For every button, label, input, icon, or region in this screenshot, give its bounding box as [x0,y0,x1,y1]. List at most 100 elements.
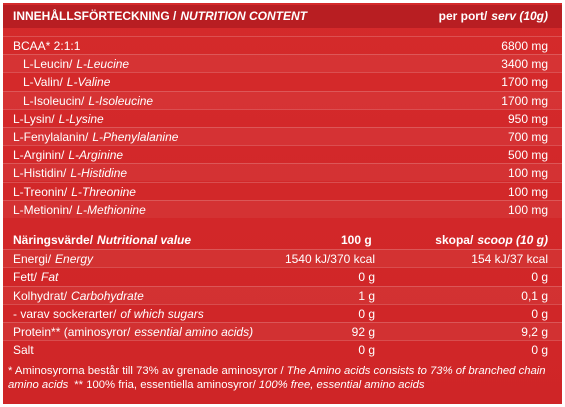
amino-row: L-Histidin/L-Histidine 100 mg [3,163,562,182]
row-label: Kolhydrat/Carbohydrate [13,287,144,305]
label-sv: - varav sockerarter/ [13,306,117,321]
label-sv: L-Isoleucin/ [23,93,85,108]
row-label: INNEHÅLLSFÖRTECKNING / NUTRITION CONTENT [13,5,307,28]
row-label: Fett/Fat [13,268,58,286]
row-label: L-Treonin/L-Threonine [13,183,136,201]
value-cell: 0 g [358,343,375,358]
value-cell: 500 mg [507,148,548,163]
label-sv: INNEHÅLLSFÖRTECKNING / [13,9,177,23]
amino-row: L-Valin/L-Valine 1700 mg [3,72,562,90]
row-label: Näringsvärde/Nutritional value [13,231,191,249]
label-sv: Protein** (aminosyror/ [13,325,131,339]
value-cell: 0 g [358,306,375,321]
row-label: Salt [13,341,34,359]
value-cell: 0 g [358,270,375,285]
row-label: - varav sockerarter/of which sugars [13,305,204,323]
footnote-text-en: The Amino acids consists to 73% of branc… [8,365,546,391]
label-en: L-Lysine [58,111,104,126]
row-label: L-Valin/L-Valine [23,73,110,91]
nutrition-row: Protein** (aminosyror/essential amino ac… [3,322,562,340]
serving-en: serv (10g) [491,9,548,23]
label-en: Carbohydrate [71,288,144,303]
label-en: L-Leucine [76,57,130,72]
nutrition-row: Energi/Energy 1540 kJ/370 kcal 154 kJ/37 k… [3,249,562,268]
label-en: essential amino acids) [134,325,254,339]
label-en: L-Methionine [76,202,146,217]
label-sv: L-Metionin/ [13,202,73,217]
row-label: BCAA* 2:1:1 [13,37,80,55]
value-cell: 0,1 g [521,288,548,303]
label-en: L-Histidine [70,166,128,181]
label-sv: L-Lysin/ [13,111,55,126]
row-label: L-Metionin/L-Methionine [13,201,146,219]
row-label: L-Fenylalanin/L-Phenylalanine [13,128,178,146]
value-cell: 92 g [351,325,375,339]
label-sv: Salt [13,343,34,358]
amino-row: L-Lysin/L-Lysine 950 mg [3,108,562,128]
value-cell: 700 mg [507,130,548,144]
value-cell: 0 g [531,343,548,358]
value-cell: 1540 kJ/370 kcal [284,252,375,267]
amino-row: L-Treonin/L-Threonine 100 mg [3,181,562,201]
serving-sv: per port/ [438,9,488,23]
nutrition-row: Kolhydrat/Carbohydrate 1 g 0,1 g [3,285,562,305]
nutrition-panel: INNEHÅLLSFÖRTECKNING / NUTRITION CONTENT p… [3,3,562,404]
label-en: L-Threonine [71,184,136,199]
footnote-text: * Aminosyrorna består till 73% av grenad… [8,365,284,377]
row-label: L-Histidin/L-Histidine [13,164,127,182]
amino-row: L-Arginin/L-Arginine 500 mg [3,145,562,163]
label-sv: BCAA* 2:1:1 [13,39,81,53]
serving-sv: skopa/ [435,233,474,247]
serving-header: skopa/scoop (10 g) [435,231,548,249]
value-cell: 100 mg [507,202,548,217]
label-sv: L-Treonin/ [13,184,68,199]
row-label: L-Lysin/L-Lysine [13,110,104,128]
label-en: L-Valine [66,75,111,90]
value-cell: 6800 mg [501,39,548,53]
amino-row: L-Fenylalanin/L-Phenylalanine 700 mg [3,127,562,145]
footnote: * Aminosyrorna består till 73% av grenad… [8,364,558,392]
amino-row: L-Isoleucin/L-Isoleucine 1700 mg [3,90,562,110]
footnote-text-en: 100% free, essential amino acids [258,379,425,391]
label-en: Energy [55,252,94,267]
label-en: L-Phenylalanine [92,130,179,144]
value-cell: 0 g [531,306,548,321]
label-sv: Näringsvärde/ [13,233,94,247]
footnote-text: ** 100% fria, essentiella aminosyror/ [74,379,256,391]
label-sv: Energi/ [13,252,52,267]
per100-header: 100 g [341,233,372,247]
label-sv: L-Leucin/ [23,57,73,72]
label-en: L-Isoleucine [88,93,154,108]
label-sv: L-Fenylalanin/ [13,130,89,144]
amino-row: L-Leucin/L-Leucine 3400 mg [3,54,562,73]
value-cell: 950 mg [507,111,548,126]
label-en: Fat [41,270,59,285]
row-label: L-Leucin/L-Leucine [23,55,129,73]
value-cell: 0 g [531,270,548,285]
label-en: L-Arginine [68,148,124,163]
label-sv: L-Histidin/ [13,166,67,181]
row-label: Energi/Energy [13,250,93,268]
label-sv: Fett/ [13,270,38,285]
nutrition-row: Salt 0 g 0 g [3,340,562,358]
label-en: NUTRITION CONTENT [180,9,307,23]
label-en: of which sugars [120,306,204,321]
label-sv: L-Valin/ [23,75,63,90]
value-cell: 100 mg [507,166,548,181]
value-cell: 1700 mg [501,75,548,90]
nutrition-row: - varav sockerarter/of which sugars 0 g 0 … [3,303,562,323]
label-sv: Kolhydrat/ [13,288,68,303]
nutrition-row: Fett/Fat 0 g 0 g [3,267,562,285]
amino-row: BCAA* 2:1:1 6800 mg [3,36,562,54]
label-sv: L-Arginin/ [13,148,65,163]
row-label: Protein** (aminosyror/essential amino ac… [13,323,253,341]
amino-row: L-Metionin/L-Methionine 100 mg [3,199,562,219]
row-label: L-Arginin/L-Arginine [13,146,123,164]
value-cell: 3400 mg [501,57,548,72]
value-cell: 9,2 g [521,325,548,339]
table-header: INNEHÅLLSFÖRTECKNING / NUTRITION CONTENT p… [3,5,562,28]
row-label: L-Isoleucin/L-Isoleucine [23,92,153,110]
value-cell: 1700 mg [501,93,548,108]
nutrition-header: Näringsvärde/Nutritional value 100 g skopa… [3,231,562,249]
